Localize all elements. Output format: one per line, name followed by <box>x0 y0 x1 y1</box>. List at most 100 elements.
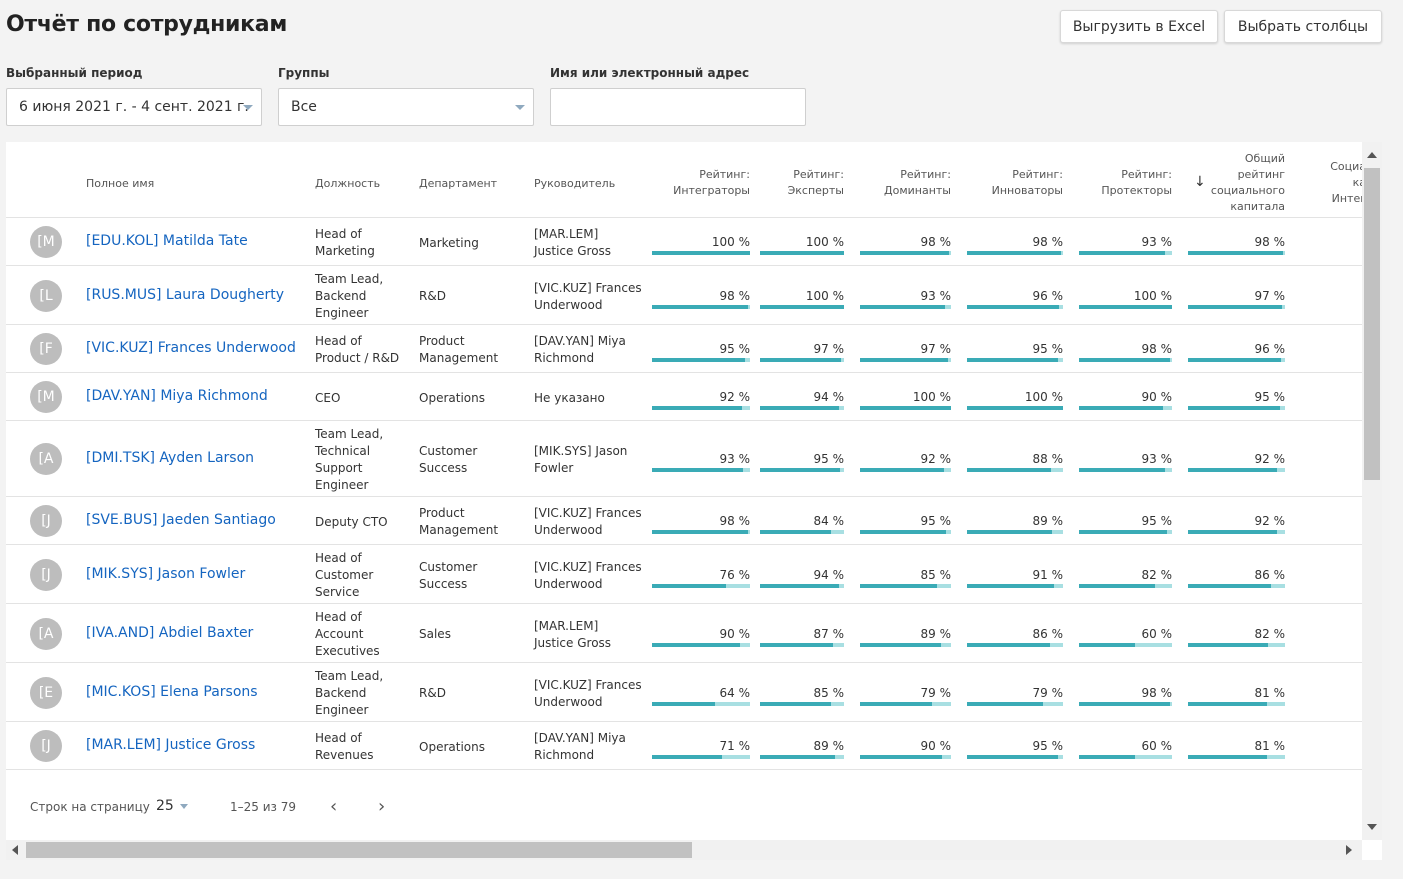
rating-bar-track <box>860 406 951 410</box>
rating-value: 98 % <box>1141 342 1173 356</box>
employee-name-link[interactable]: [DMI.TSK] Ayden Larson <box>86 450 255 466</box>
rating-cell: 71 % <box>652 739 750 759</box>
rating-value: 93 % <box>719 452 751 466</box>
scroll-down-icon[interactable] <box>1367 824 1377 830</box>
position-cell-line: Support <box>315 461 363 475</box>
rating-bar-fill <box>967 583 1055 588</box>
manager-cell-line: Underwood <box>534 576 603 591</box>
rating-value: 97 % <box>1254 288 1286 303</box>
rating-bar-fill <box>860 251 950 255</box>
employee-name-link[interactable]: [VIC.KUZ] Frances Underwood <box>86 340 296 356</box>
rating-value: 90 % <box>719 626 751 641</box>
header-rating-experts-line: Рейтинг: <box>793 168 844 181</box>
rating-bar-fill <box>652 406 743 410</box>
position-cell: Team Lead, Technical Support Engineer <box>315 426 415 494</box>
rating-value: 85 % <box>813 685 845 700</box>
header-rating-protectors[interactable]: Рейтинг: Протекторы <box>1079 167 1172 199</box>
header-social-integrators[interactable]: Социа ка Интег <box>1306 159 1366 207</box>
chevron-right-icon[interactable]: › <box>378 796 386 817</box>
position-cell: Head of Account Executives <box>315 609 415 660</box>
rating-bar-fill <box>967 304 1060 309</box>
export-excel-button[interactable]: Выгрузить в Excel <box>1060 10 1218 43</box>
employees-table: Полное имя Должность Департамент Руководите… <box>6 142 1382 860</box>
position-cell: Head of Product / R&D <box>315 333 415 367</box>
rating-cell: 86 % <box>1188 568 1285 588</box>
chevron-left-icon[interactable]: ‹ <box>330 796 338 817</box>
department-cell-line: Customer <box>419 444 478 458</box>
position-cell-line: Head of <box>315 551 362 565</box>
search-input[interactable] <box>550 88 806 126</box>
header-rating-innovators[interactable]: Рейтинг: Инноваторы <box>967 167 1063 199</box>
rating-value: 93 % <box>1141 235 1173 249</box>
select-columns-button[interactable]: Выбрать столбцы <box>1224 10 1382 43</box>
rating-bar-track <box>1188 358 1285 362</box>
employee-name-link[interactable]: [MIK.SYS] Jason Fowler <box>86 565 246 582</box>
department-cell-line: Marketing <box>419 235 479 250</box>
scroll-left-icon[interactable] <box>12 845 18 855</box>
rating-bar-fill <box>1079 755 1135 759</box>
manager-cell: [MAR.LEM] Justice Gross <box>534 618 652 652</box>
department-cell-line: R&D <box>419 289 446 303</box>
rating-cell: 89 % <box>860 627 951 647</box>
avatar: [M <box>30 226 62 258</box>
manager-cell-line: Richmond <box>534 351 595 365</box>
rating-value: 98 % <box>1254 235 1286 249</box>
manager-cell: [DAV.YAN] Miya Richmond <box>534 730 652 764</box>
rating-bar-fill <box>760 358 842 362</box>
rating-cell: 95 % <box>652 342 750 362</box>
scroll-right-icon[interactable] <box>1346 845 1352 855</box>
horizontal-scroll-thumb[interactable] <box>26 842 692 858</box>
rating-bar-track <box>652 642 750 647</box>
rows-per-page-select[interactable]: 25 <box>156 798 188 814</box>
employee-name-link[interactable]: [DAV.YAN] Miya Richmond <box>86 388 268 404</box>
employee-name-link[interactable]: [RUS.MUS] Laura Dougherty <box>86 286 285 303</box>
manager-cell-line: [MAR.LEM] <box>534 227 599 241</box>
employee-name-link[interactable]: [SVE.BUS] Jaeden Santiago <box>86 512 276 528</box>
header-manager[interactable]: Руководитель <box>534 177 616 190</box>
employee-name-link[interactable]: [IVA.AND] Abdiel Baxter <box>86 624 254 641</box>
pagination-range: 1–25 из 79 <box>230 800 296 814</box>
department-cell: Product Management <box>419 505 529 539</box>
header-department[interactable]: Департамент <box>419 177 498 190</box>
employee-name-link[interactable]: [MIC.KOS] Elena Parsons <box>86 683 258 700</box>
horizontal-scrollbar[interactable] <box>6 840 1362 860</box>
rating-cell: 92 % <box>1188 514 1285 534</box>
rating-bar-fill <box>1188 755 1267 759</box>
rating-value: 95 % <box>1141 514 1173 528</box>
rating-cell: 98 % <box>1079 342 1172 362</box>
rating-cell: 100 % <box>1079 289 1172 309</box>
header-rating-experts[interactable]: Рейтинг: Эксперты <box>760 167 844 199</box>
rating-bar-fill <box>1188 468 1278 472</box>
position-cell-line: Engineer <box>315 306 369 320</box>
header-position[interactable]: Должность <box>315 177 381 190</box>
vertical-scroll-thumb[interactable] <box>1364 168 1380 480</box>
rating-bar-fill <box>967 530 1053 534</box>
rating-cell: 86 % <box>967 627 1063 647</box>
rating-bar-fill <box>652 701 715 706</box>
rating-value: 86 % <box>1032 626 1064 641</box>
rating-bar-track <box>760 701 844 706</box>
groups-select[interactable]: Все <box>278 88 534 126</box>
rating-cell: 97 % <box>760 342 844 362</box>
rating-bar-fill <box>652 358 746 362</box>
rating-bar-track <box>967 583 1063 588</box>
table-row: [M [EDU.KOL] Matilda Tate Head of Marketing… <box>6 218 1362 266</box>
employee-name-link[interactable]: [EDU.KOL] Matilda Tate <box>86 233 248 249</box>
rating-bar-track <box>652 468 750 472</box>
rating-value: 98 % <box>920 235 952 249</box>
position-cell-line: Team Lead, <box>315 669 384 683</box>
header-full-name[interactable]: Полное имя <box>86 177 155 190</box>
rating-value: 92 % <box>920 452 952 466</box>
manager-cell-line: Underwood <box>534 694 603 709</box>
rating-value: 94 % <box>813 567 845 582</box>
header-total-social-capital[interactable]: Общий рейтинг социального капитала <box>1188 151 1285 215</box>
scroll-up-icon[interactable] <box>1367 152 1377 158</box>
period-select[interactable]: 6 июня 2021 г. - 4 сент. 2021 г. <box>6 88 262 126</box>
manager-cell-line: [DAV.YAN] Miya <box>534 334 626 348</box>
employee-name-link[interactable]: [MAR.LEM] Justice Gross <box>86 737 256 753</box>
rating-cell: 97 % <box>860 342 951 362</box>
header-rating-integrators[interactable]: Рейтинг: Интеграторы <box>652 167 750 199</box>
rating-bar-fill <box>760 251 844 255</box>
header-rating-dominants[interactable]: Рейтинг: Доминанты <box>860 167 951 199</box>
vertical-scrollbar[interactable] <box>1362 142 1382 840</box>
